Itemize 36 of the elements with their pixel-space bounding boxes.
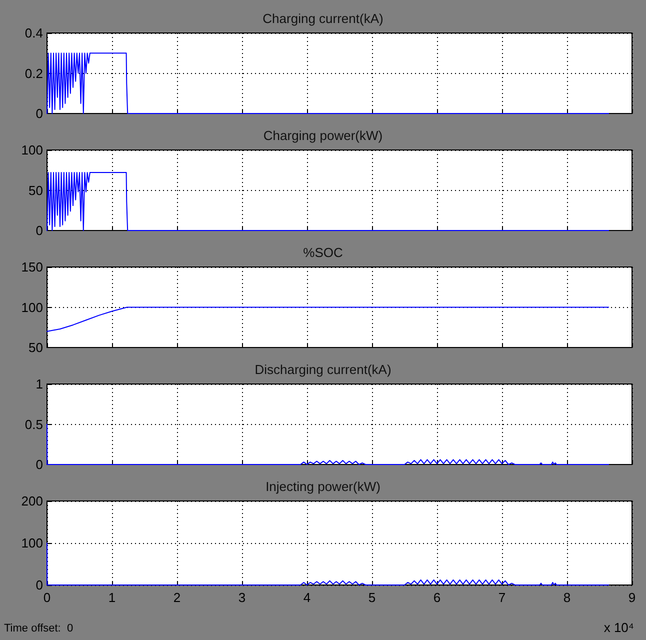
line-series <box>46 424 610 465</box>
chart-title: Discharging current(kA) <box>254 362 392 377</box>
x-tick-label: 1 <box>108 590 116 605</box>
line-series <box>46 52 610 114</box>
y-tick-label: 50 <box>28 182 43 198</box>
x-tick-label: 7 <box>498 590 506 605</box>
x-tick-label: 3 <box>238 590 246 605</box>
x-tick-label: 5 <box>368 590 376 605</box>
line-series <box>46 306 610 332</box>
y-tick-label: 0.4 <box>24 26 43 40</box>
chart-title: Charging current(kA) <box>262 11 384 26</box>
y-tick-label: 0.2 <box>24 66 43 81</box>
y-tick-label: 0 <box>36 223 43 238</box>
y-tick-label: 100 <box>21 536 43 550</box>
y-tick-label: 150 <box>21 260 43 274</box>
text: Time offset: 0 <box>4 622 74 634</box>
line-series <box>46 172 610 231</box>
y-tick-label: 100 <box>21 142 43 158</box>
y-tick-label: 0 <box>36 578 43 592</box>
x-tick-label: 2 <box>173 590 181 605</box>
x-tick-label: 6 <box>433 590 441 605</box>
y-tick-label: 200 <box>21 494 43 508</box>
line-series <box>46 542 610 586</box>
y-tick-label: 0 <box>36 106 43 121</box>
text: x 10⁴ <box>604 620 634 635</box>
x-tick-label: 4 <box>303 590 311 605</box>
chart-title: Injecting power(kW) <box>266 479 380 494</box>
y-tick-label: 100 <box>21 300 43 315</box>
chart-title: Charging power(kW) <box>263 128 383 143</box>
y-tick-label: 1 <box>36 376 43 392</box>
x-tick-label: 8 <box>563 590 571 605</box>
y-tick-label: 0 <box>36 457 43 472</box>
y-tick-label: 50 <box>28 340 43 355</box>
chart-title: %SOC <box>303 245 343 260</box>
y-tick-label: 0.5 <box>24 416 43 432</box>
x-tick-label: 9 <box>628 590 636 605</box>
